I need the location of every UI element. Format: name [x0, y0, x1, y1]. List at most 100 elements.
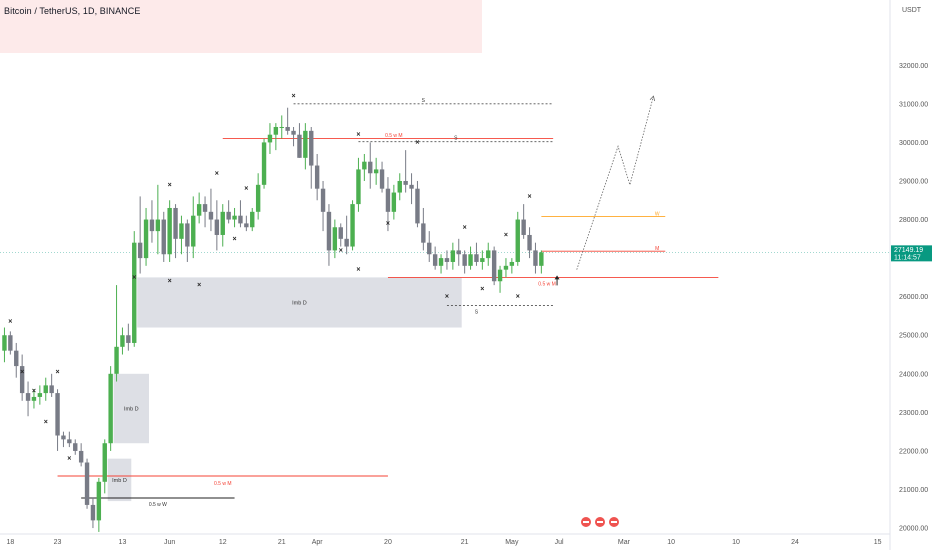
candle-body	[385, 188, 391, 212]
swing-x-marker: ×	[67, 456, 71, 463]
candle-body	[320, 188, 326, 212]
candle-body	[368, 161, 373, 174]
candle-body	[73, 443, 78, 451]
candle-body	[61, 435, 66, 440]
candle-body	[143, 219, 149, 259]
candle-body	[409, 184, 414, 189]
candle-body	[309, 130, 314, 166]
projection-path	[576, 96, 654, 270]
price-axis-tick-label: 24000.00	[899, 371, 928, 378]
swing-x-marker: ×	[528, 193, 532, 200]
candle-body	[208, 211, 214, 220]
candle-body	[8, 335, 13, 351]
time-axis-tick-label: 10	[667, 539, 675, 546]
time-axis-tick-label: 10	[732, 539, 740, 546]
swing-x-marker: ×	[516, 294, 520, 301]
level-label: W	[655, 211, 660, 217]
earnings-icon-mark	[583, 521, 589, 523]
candle-body	[49, 385, 54, 394]
candle-body	[438, 258, 444, 266]
swing-x-marker: ×	[233, 236, 237, 243]
price-axis-tick-label: 31000.00	[899, 101, 928, 108]
candle-body	[250, 211, 255, 228]
candle-body	[167, 207, 172, 255]
time-axis-tick-label: 15	[874, 539, 882, 546]
imbalance-zone	[137, 277, 462, 328]
candle-body	[450, 250, 456, 262]
candle-body	[468, 254, 473, 266]
candle-body	[255, 184, 261, 212]
swing-x-marker: ×	[168, 278, 172, 285]
time-axis-tick-label: 21	[278, 539, 286, 546]
candle-body	[214, 219, 220, 235]
level-label: M	[655, 246, 659, 252]
candle-body	[332, 227, 338, 251]
candle-body	[344, 238, 349, 247]
time-axis-tick-label: Jul	[555, 539, 564, 546]
price-axis-tick-label: 30000.00	[899, 140, 928, 147]
swing-x-marker: ×	[356, 267, 360, 274]
time-axis-tick-label: 20	[384, 539, 392, 546]
time-axis-tick-label: 12	[219, 539, 227, 546]
time-axis-tick-label: 18	[6, 539, 14, 546]
candle-body	[78, 450, 84, 463]
candle-body	[67, 439, 72, 444]
swing-x-marker: ×	[8, 319, 12, 326]
time-axis-tick-label: 13	[119, 539, 127, 546]
candle-body	[285, 126, 290, 131]
candle-body	[314, 165, 320, 189]
candle-body	[102, 443, 107, 482]
header-panel	[0, 0, 482, 53]
candle-body	[96, 481, 102, 521]
candle-body	[539, 252, 544, 266]
candle-body	[527, 234, 532, 251]
symbol-title: Bitcoin / TetherUS, 1D, BINANCE	[4, 6, 141, 16]
candle-body	[509, 261, 515, 266]
price-axis-tick-label: 26000.00	[899, 294, 928, 301]
candle-body	[25, 393, 31, 401]
candle-body	[297, 134, 302, 158]
swing-x-marker: ×	[32, 388, 36, 395]
price-axis-tick-label: 25000.00	[899, 333, 928, 340]
swing-x-marker: ×	[292, 93, 296, 100]
time-axis-tick-label: 24	[791, 539, 799, 546]
time-axis-tick-label: Mar	[618, 539, 631, 546]
candle-body	[84, 462, 90, 505]
candle-body	[397, 180, 402, 193]
level-label: S	[475, 310, 479, 316]
candle-body	[126, 335, 131, 343]
candle-body	[279, 126, 284, 128]
candle-body	[486, 250, 491, 259]
candle-body	[456, 250, 461, 255]
price-axis-tick-label: 22000.00	[899, 448, 928, 455]
candle-body	[232, 215, 237, 220]
candle-body	[55, 393, 60, 436]
candle-body	[120, 335, 125, 347]
swing-x-marker: ×	[386, 220, 390, 227]
candle-body	[480, 258, 485, 262]
candle-body	[303, 130, 308, 158]
current-price-value: 27149.19	[894, 247, 923, 254]
time-axis-tick-label: Jun	[164, 539, 175, 546]
level-label: 0.5 w M	[385, 133, 403, 139]
candle-body	[108, 373, 113, 444]
time-axis-tick-label: 23	[54, 539, 62, 546]
candle-body	[415, 188, 420, 224]
level-label: S	[454, 136, 458, 142]
earnings-icon-mark	[597, 521, 603, 523]
time-axis-tick-label: Apr	[312, 539, 324, 546]
candle-body	[244, 223, 249, 228]
price-axis-tick-label: 23000.00	[899, 410, 928, 417]
candle-body	[137, 242, 143, 259]
candle-body	[132, 242, 137, 343]
candle-body	[114, 346, 119, 374]
time-axis-tick-label: May	[505, 539, 519, 546]
swing-x-marker: ×	[244, 186, 248, 193]
candle-body	[196, 204, 202, 216]
candle-body	[444, 258, 450, 262]
level-label: 0.5 w M	[538, 281, 556, 287]
swing-x-marker: ×	[504, 232, 508, 239]
candle-body	[491, 250, 497, 282]
